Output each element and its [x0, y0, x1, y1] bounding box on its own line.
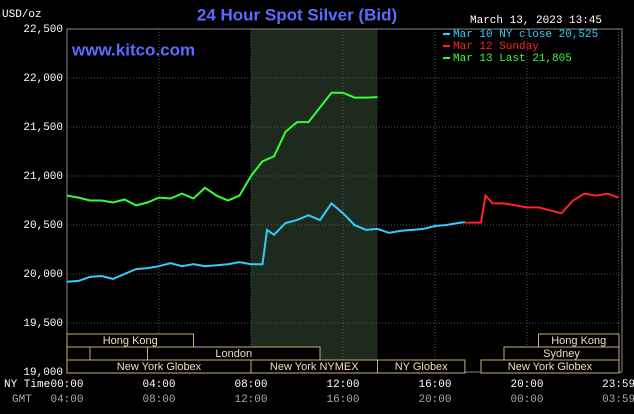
session-label: NY Globex [395, 361, 448, 373]
session-box [66, 346, 91, 361]
y-tick-label: 19,000 [23, 367, 63, 379]
y-tick-label: 20,000 [23, 269, 63, 281]
x-axis-label: NY Time [4, 379, 50, 391]
x-tick-label: 12:00 [326, 379, 359, 391]
x2-axis-label: GMT [12, 394, 32, 406]
session-label: New York Globex [117, 361, 202, 373]
y-tick-label: 22,000 [23, 73, 63, 85]
x-tick-label: 00:00 [50, 379, 83, 391]
x-tick-label: 16:00 [418, 379, 451, 391]
session-box [377, 359, 466, 374]
y-axis-label: USD/oz [2, 9, 42, 21]
y-tick-label: 22,500 [23, 24, 63, 36]
y-tick-label: 19,500 [23, 318, 63, 330]
y-tick-label: 21,500 [23, 122, 63, 134]
x2-tick-label: 03:59 [602, 394, 634, 406]
y-tick-label: 21,000 [23, 171, 63, 183]
legend-entry: Mar 12 Sunday [453, 41, 539, 53]
x-tick-label: 23:59 [602, 379, 634, 391]
x2-tick-label: 04:00 [50, 394, 83, 406]
legend-entry: Mar 13 Last 21,805 [453, 53, 572, 65]
legend-entry: Mar 10 NY close 20,525 [453, 29, 598, 41]
series-line [66, 201, 466, 283]
highlight-region [251, 29, 378, 372]
timestamp: March 13, 2023 13:45 [470, 15, 602, 27]
session-label: Hong Kong [103, 335, 158, 347]
session-label: Hong Kong [551, 335, 606, 347]
series-line [464, 192, 619, 224]
session-box [480, 359, 620, 374]
session-label: Sydney [543, 348, 580, 360]
session-box [66, 333, 194, 348]
session-label: London [215, 348, 252, 360]
y-tick-label: 20,500 [23, 220, 63, 232]
chart-title: 24 Hour Spot Silver (Bid) [197, 5, 397, 24]
x2-tick-label: 12:00 [234, 394, 267, 406]
series-line [66, 91, 378, 207]
x-tick-label: 04:00 [142, 379, 175, 391]
website: www.kitco.com [71, 40, 195, 59]
x2-tick-label: 08:00 [142, 394, 175, 406]
x2-tick-label: 20:00 [418, 394, 451, 406]
x2-tick-label: 00:00 [510, 394, 543, 406]
x2-tick-label: 16:00 [326, 394, 359, 406]
x-tick-label: 08:00 [234, 379, 267, 391]
x-tick-label: 20:00 [510, 379, 543, 391]
session-label: New York Globex [508, 361, 593, 373]
session-label: New York NYMEX [270, 361, 359, 373]
